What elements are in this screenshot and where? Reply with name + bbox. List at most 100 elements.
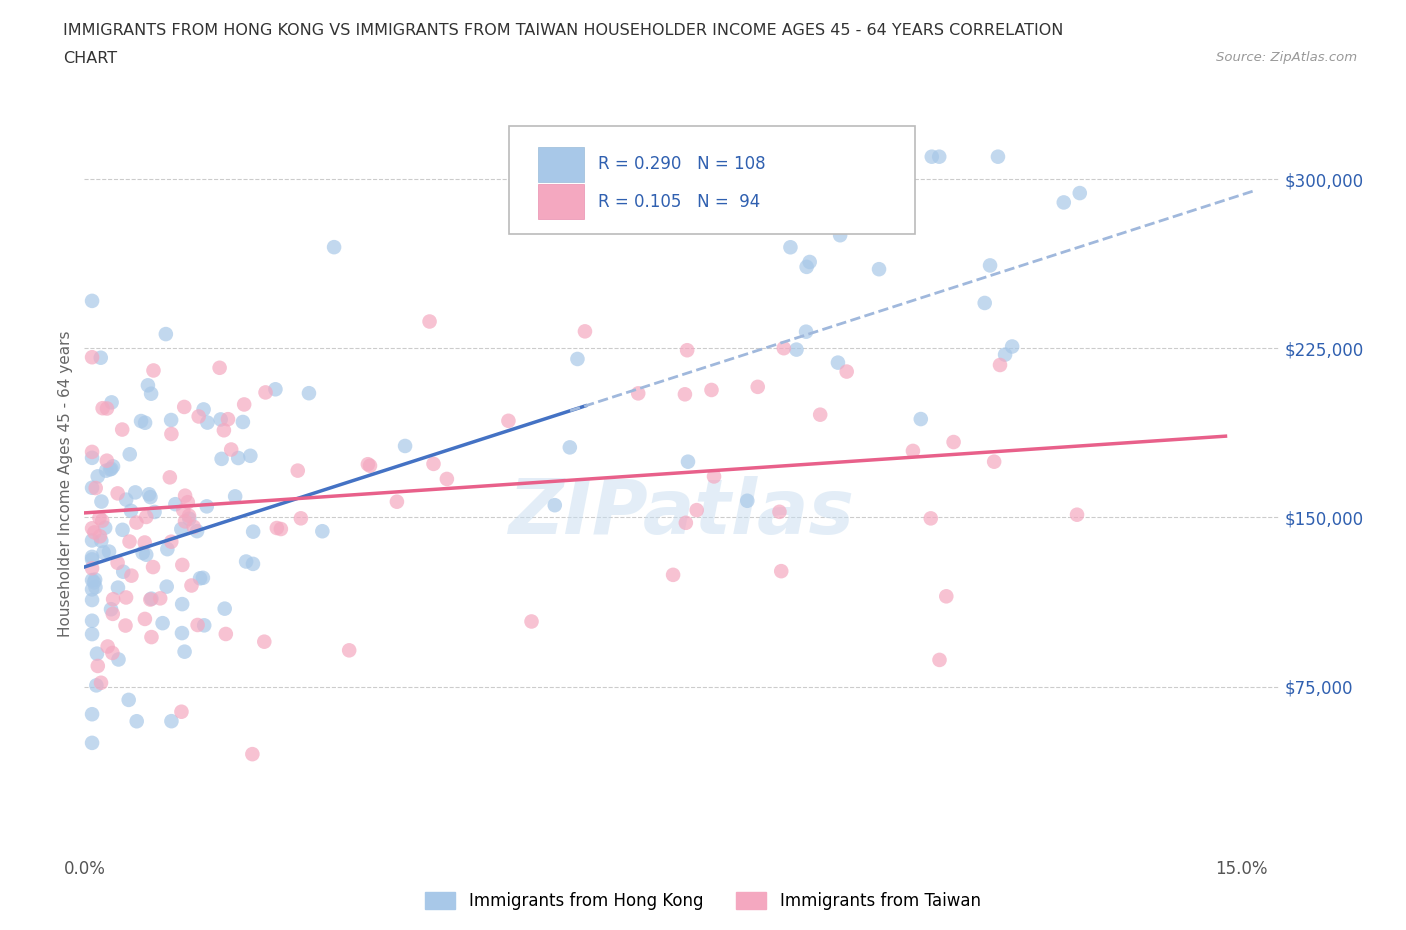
Point <box>209 412 232 427</box>
Point <box>191 570 214 585</box>
Point <box>187 409 209 424</box>
Point <box>921 149 943 164</box>
Point <box>90 534 112 549</box>
Point <box>242 747 264 762</box>
Point <box>520 614 543 629</box>
Point <box>134 612 156 627</box>
Point <box>155 326 177 341</box>
Point <box>973 296 995 311</box>
Point <box>101 458 124 473</box>
Point <box>136 378 159 392</box>
Point <box>143 504 166 519</box>
Point <box>120 503 142 518</box>
Point <box>101 591 124 606</box>
Point <box>187 618 209 632</box>
Point <box>160 427 183 442</box>
Point <box>942 434 965 449</box>
Point <box>928 653 950 668</box>
Point <box>242 556 264 571</box>
Point <box>422 457 444 472</box>
Point <box>910 412 932 427</box>
Point <box>180 578 202 593</box>
Point <box>270 522 292 537</box>
Point <box>84 481 107 496</box>
Point <box>125 515 148 530</box>
Point <box>112 565 135 579</box>
Point <box>987 149 1010 164</box>
Point <box>139 490 162 505</box>
Point <box>100 602 122 617</box>
Point <box>138 487 160 502</box>
Point <box>242 525 264 539</box>
Point <box>120 568 142 583</box>
Point <box>107 486 129 501</box>
Point <box>253 634 276 649</box>
Point <box>830 228 852 243</box>
Point <box>170 626 193 641</box>
Point <box>124 485 146 499</box>
Point <box>141 591 163 606</box>
Point <box>323 240 346 255</box>
Point <box>188 571 211 586</box>
Bar <box>538 184 583 219</box>
Point <box>80 582 103 597</box>
Point <box>97 639 120 654</box>
Point <box>80 533 103 548</box>
Point <box>232 415 254 430</box>
Point <box>208 360 231 375</box>
Point <box>224 489 246 504</box>
Text: R = 0.105   N =  94: R = 0.105 N = 94 <box>599 193 761 210</box>
Text: ZIPatlas: ZIPatlas <box>509 476 855 551</box>
Point <box>239 448 262 463</box>
Point <box>156 579 179 594</box>
Point <box>1053 195 1076 210</box>
Y-axis label: Householder Income Ages 45 - 64 years: Householder Income Ages 45 - 64 years <box>58 330 73 637</box>
Point <box>141 630 163 644</box>
Point <box>662 567 685 582</box>
Point <box>80 350 103 365</box>
Point <box>298 386 321 401</box>
Point <box>676 343 699 358</box>
Point <box>254 385 277 400</box>
Point <box>149 591 172 605</box>
Point <box>772 340 794 355</box>
Point <box>160 713 183 728</box>
Point <box>129 414 152 429</box>
Point <box>118 534 141 549</box>
Point <box>988 357 1011 372</box>
Point <box>94 463 117 478</box>
Point <box>574 324 596 339</box>
Point <box>768 504 790 519</box>
Point <box>558 440 581 455</box>
Point <box>173 644 195 659</box>
Point <box>212 423 235 438</box>
Point <box>172 597 194 612</box>
Point <box>86 678 108 693</box>
Point <box>114 618 136 633</box>
Point <box>170 704 193 719</box>
Point <box>131 545 153 560</box>
Point <box>152 616 174 631</box>
Point <box>177 495 200 510</box>
Point <box>115 590 138 604</box>
Point <box>183 520 205 535</box>
Point <box>118 693 141 708</box>
Point <box>96 401 118 416</box>
Point <box>994 347 1017 362</box>
Point <box>80 592 103 607</box>
Point <box>111 523 134 538</box>
Point <box>101 645 124 660</box>
Point <box>675 515 697 530</box>
Point <box>770 564 793 578</box>
Point <box>779 240 801 255</box>
Point <box>84 579 107 594</box>
Point <box>80 561 103 576</box>
Point <box>498 413 520 428</box>
Point <box>93 545 115 560</box>
Point <box>193 618 215 632</box>
Point <box>211 451 233 466</box>
Point <box>700 382 723 397</box>
Point <box>83 575 105 590</box>
Point <box>142 560 165 575</box>
Point <box>83 525 105 539</box>
